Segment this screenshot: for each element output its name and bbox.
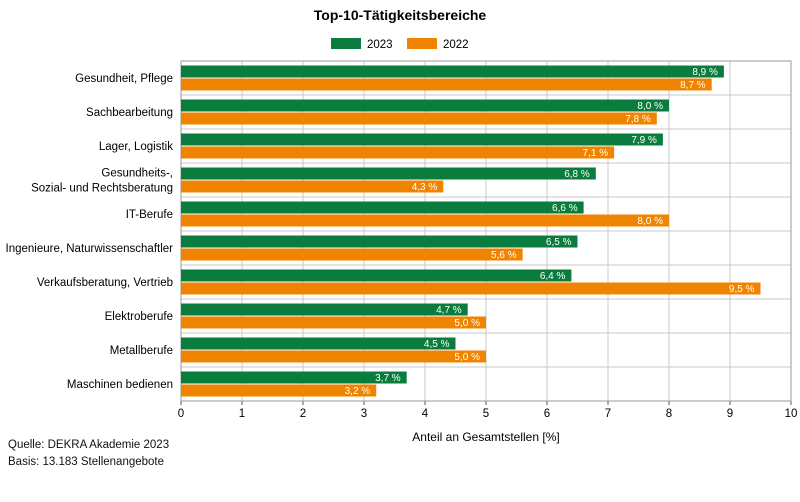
data-label-2023: 6,4 % [540,271,566,282]
data-label-2023: 4,7 % [436,305,462,316]
x-tick-label: 7 [605,408,611,420]
data-label-2023: 6,5 % [546,237,572,248]
category-label: Ingenieure, Naturwissenschaftler [6,243,174,255]
data-label-2023: 8,9 % [692,67,718,78]
category-label-line: Verkaufsberatung, Vertrieb [37,277,173,289]
data-label-2023: 6,6 % [552,203,578,214]
category-label: Gesundheit, Pflege [75,73,173,85]
data-label-2022: 8,7 % [680,80,706,91]
category-label-line: Maschinen bedienen [67,379,173,391]
category-label-line: Lager, Logistik [99,141,173,153]
bar-2023 [181,201,584,214]
data-label-2023: 3,7 % [375,373,401,384]
x-tick-label: 2 [300,408,306,420]
category-label: Lager, Logistik [99,141,173,153]
category-label-line: Metallberufe [110,345,173,357]
data-label-2022: 8,0 % [637,216,663,227]
category-label: Verkaufsberatung, Vertrieb [37,277,173,289]
x-tick-label: 10 [785,408,798,420]
category-label-line: IT-Berufe [126,209,173,221]
category-label: Sachbearbeitung [86,107,173,119]
category-label: Gesundheits-, Sozial- und Rechtsberatung [31,168,173,195]
legend-label-2022: 2022 [443,39,469,51]
bar-2022 [181,78,712,91]
category-label-line: Sozial- und Rechtsberatung [31,183,173,195]
bar-2022 [181,316,486,329]
x-tick-label: 4 [422,408,429,420]
category-label: Maschinen bedienen [67,379,173,391]
plot-frame [180,60,792,402]
bar-2023 [181,235,578,248]
source-note: Quelle: DEKRA Akademie 2023 [8,439,170,451]
category-label: Elektroberufe [105,311,173,323]
category-label-line: Elektroberufe [105,311,173,323]
data-label-2022: 4,3 % [412,182,438,193]
legend-swatch-2022 [407,38,437,49]
category-label-line: Gesundheit, Pflege [75,73,173,85]
data-label-2022: 3,2 % [345,386,371,397]
data-label-2022: 5,0 % [454,318,480,329]
x-tick-label: 8 [666,408,672,420]
bar-2022 [181,282,761,295]
data-label-2022: 5,0 % [454,352,480,363]
bar-2023 [181,371,407,384]
category-label-line: Gesundheits-, [101,168,173,180]
legend-swatch-2023 [331,38,361,49]
bar-2023 [181,99,669,112]
category-label: Metallberufe [110,345,173,357]
data-label-2023: 8,0 % [637,101,663,112]
x-tick-label: 5 [483,408,489,420]
legend-label-2023: 2023 [367,39,393,51]
category-label-line: Ingenieure, Naturwissenschaftler [6,243,174,255]
bar-2023 [181,65,724,78]
x-tick-label: 3 [361,408,367,420]
bar-2022 [181,214,669,227]
bar-2023 [181,167,596,180]
bar-2023 [181,269,572,282]
bar-2023 [181,337,456,350]
data-label-2022: 7,1 % [583,148,609,159]
data-label-2023: 6,8 % [564,169,590,180]
bar-2023 [181,303,468,316]
x-tick-label: 9 [727,408,733,420]
bar-2022 [181,146,615,159]
x-tick-label: 6 [544,408,550,420]
bar-2023 [181,133,663,146]
bar-2022 [181,180,444,193]
data-label-2022: 7,8 % [625,114,651,125]
data-label-2023: 4,5 % [424,339,450,350]
bar-2022 [181,248,523,261]
bar-2022 [181,350,486,363]
basis-note: Basis: 13.183 Stellenangebote [8,456,165,468]
data-label-2022: 9,5 % [729,284,755,295]
x-tick-label: 0 [178,408,184,420]
bar-2022 [181,384,377,397]
data-label-2023: 7,9 % [631,135,657,146]
category-label-line: Sachbearbeitung [86,107,173,119]
bar-2022 [181,112,657,125]
x-axis-title: Anteil an Gesamtstellen [%] [412,430,559,444]
x-tick-label: 1 [239,408,245,420]
category-label: IT-Berufe [126,209,173,221]
data-label-2022: 5,6 % [491,250,517,261]
chart-title: Top-10-Tätigkeitsbereiche [314,7,487,23]
